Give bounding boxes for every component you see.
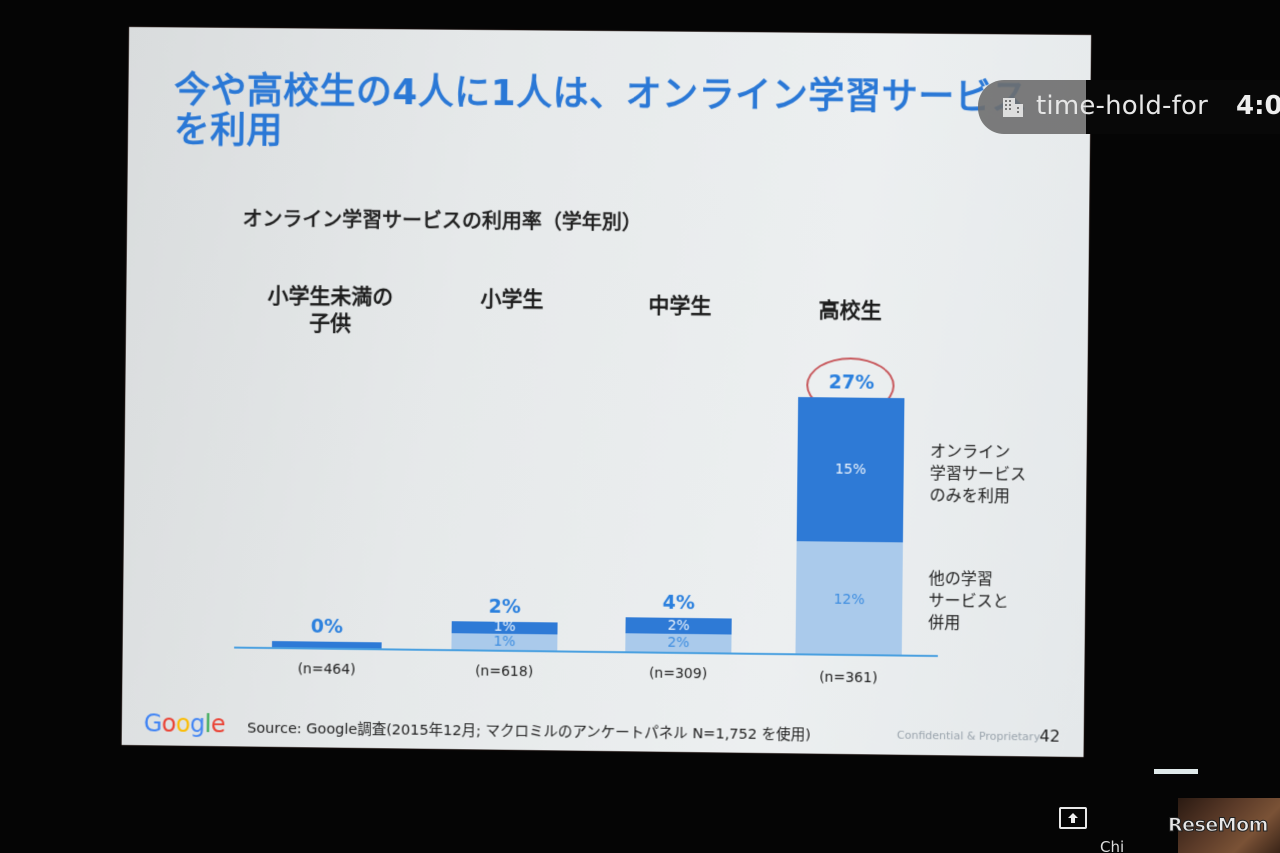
- category-label-preschool: 小学生未満の 子供: [245, 282, 415, 338]
- overlay-room-label: time-hold-for: [1036, 91, 1208, 121]
- bar-total-label: 0%: [274, 615, 380, 638]
- sample-size-label: (n=309): [625, 665, 731, 682]
- bar-junior-high-dark-segment: 2%: [625, 617, 731, 634]
- chart-title: オンライン学習サービスの利用率（学年別）: [242, 203, 642, 236]
- bar-junior-high-light-segment: 2%: [625, 633, 731, 652]
- google-logo: Google: [144, 709, 226, 738]
- page-number: 42: [1039, 726, 1060, 745]
- bar-total-label: 2%: [452, 595, 558, 618]
- participant-name: Chi: [1100, 838, 1124, 853]
- sample-size-label: (n=618): [451, 663, 557, 680]
- upload-arrow-icon: [1067, 812, 1079, 824]
- legend-online-only: オンライン 学習サービス のみを利用: [929, 440, 1026, 507]
- legend-combined-use: 他の学習 サービスと 併用: [928, 568, 1009, 635]
- sample-size-label: (n=464): [274, 661, 380, 678]
- category-label-high-school: 高校生: [765, 297, 936, 326]
- bar-total-label: 4%: [626, 591, 732, 614]
- category-label-junior-high: 中学生: [595, 292, 765, 321]
- bar-high-school-dark-segment: 15%: [797, 397, 905, 542]
- progress-indicator: [1154, 769, 1198, 774]
- confidential-notice: Confidential & Proprietary: [897, 729, 1040, 744]
- slide-footer: Google Source: Google調査(2015年12月; マクロミルの…: [144, 709, 1064, 750]
- building-icon: [1002, 96, 1024, 118]
- presentation-slide: 今や高校生の4人に1人は、オンライン学習サービスを利用 オンライン学習サービスの…: [122, 27, 1091, 757]
- source-citation: Source: Google調査(2015年12月; マクロミルのアンケートパネ…: [247, 717, 811, 745]
- sample-size-label: (n=361): [795, 669, 901, 686]
- bar-total-label: 27%: [798, 371, 905, 394]
- bar-elementary-light-segment: 1%: [451, 633, 557, 650]
- present-button[interactable]: [1059, 807, 1087, 829]
- overlay-timer: 4:0: [1236, 91, 1280, 121]
- category-label-elementary: 小学生: [427, 285, 597, 314]
- slide-title: 今や高校生の4人に1人は、オンライン学習サービスを利用: [174, 71, 1055, 159]
- resemom-watermark: ReseMom: [1168, 814, 1268, 836]
- bar-high-school-light-segment: 12%: [795, 541, 902, 654]
